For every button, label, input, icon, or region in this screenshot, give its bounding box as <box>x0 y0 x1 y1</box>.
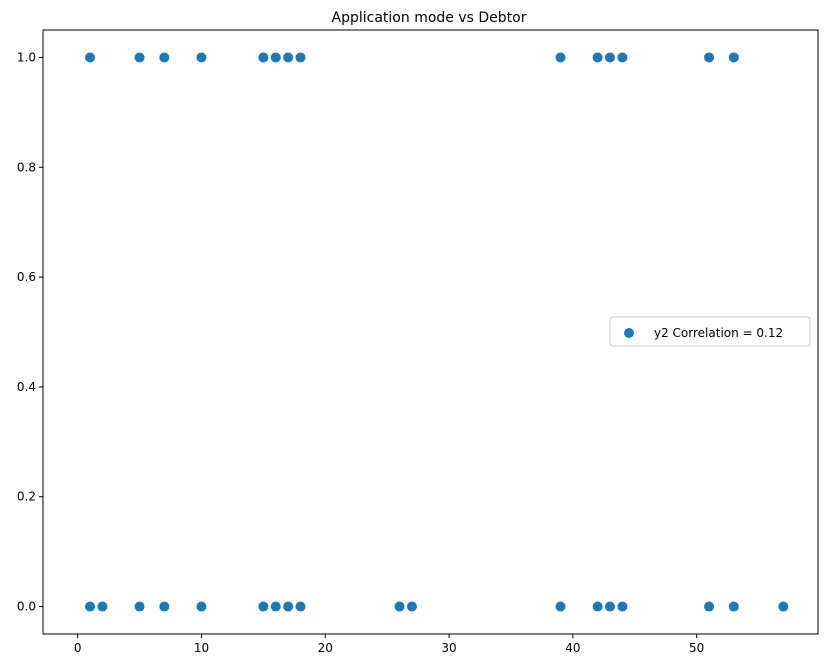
data-point <box>97 601 108 612</box>
data-point <box>134 52 145 63</box>
plot-frame <box>42 29 819 635</box>
x-tick-label: 0 <box>74 641 82 655</box>
data-point <box>728 52 739 63</box>
data-point <box>592 601 603 612</box>
data-point <box>778 601 789 612</box>
data-point <box>617 52 628 63</box>
data-point <box>196 52 207 63</box>
data-point <box>592 52 603 63</box>
data-point <box>85 601 96 612</box>
data-point <box>728 601 739 612</box>
data-point <box>283 601 294 612</box>
y-tick-label: 0.6 <box>17 270 36 284</box>
data-point <box>295 601 306 612</box>
x-tick-label: 10 <box>194 641 209 655</box>
data-point <box>406 601 417 612</box>
y-axis: 0.0 0.2 0.4 0.6 0.8 1.0 <box>17 50 43 614</box>
data-point <box>159 52 170 63</box>
x-tick-label: 30 <box>441 641 456 655</box>
data-point <box>394 601 405 612</box>
data-point <box>704 52 715 63</box>
y-tick-label: 0.8 <box>17 160 36 174</box>
data-point <box>159 601 170 612</box>
data-point <box>555 52 566 63</box>
data-point <box>605 52 616 63</box>
y-tick-label: 0.2 <box>17 490 36 504</box>
data-point <box>270 52 281 63</box>
y-tick-label: 1.0 <box>17 50 36 64</box>
data-point <box>270 601 281 612</box>
legend: y2 Correlation = 0.12 <box>609 316 811 347</box>
y-tick-label: 0.0 <box>17 600 36 614</box>
data-point <box>258 52 269 63</box>
data-point <box>605 601 616 612</box>
legend-box <box>609 316 811 347</box>
data-point <box>704 601 715 612</box>
data-point <box>196 601 207 612</box>
x-tick-label: 20 <box>318 641 333 655</box>
points-layer <box>85 52 789 612</box>
data-point <box>617 601 628 612</box>
data-point <box>283 52 294 63</box>
legend-label: y2 Correlation = 0.12 <box>654 326 783 340</box>
y-tick-label: 0.4 <box>17 380 36 394</box>
data-point <box>85 52 96 63</box>
data-point <box>295 52 306 63</box>
x-axis: 0 10 20 30 40 50 <box>74 634 704 655</box>
legend-marker <box>624 328 634 338</box>
chart-title: Application mode vs Debtor <box>332 10 527 26</box>
data-point <box>555 601 566 612</box>
data-point <box>258 601 269 612</box>
x-tick-label: 40 <box>565 641 580 655</box>
x-tick-label: 50 <box>689 641 704 655</box>
data-point <box>134 601 145 612</box>
